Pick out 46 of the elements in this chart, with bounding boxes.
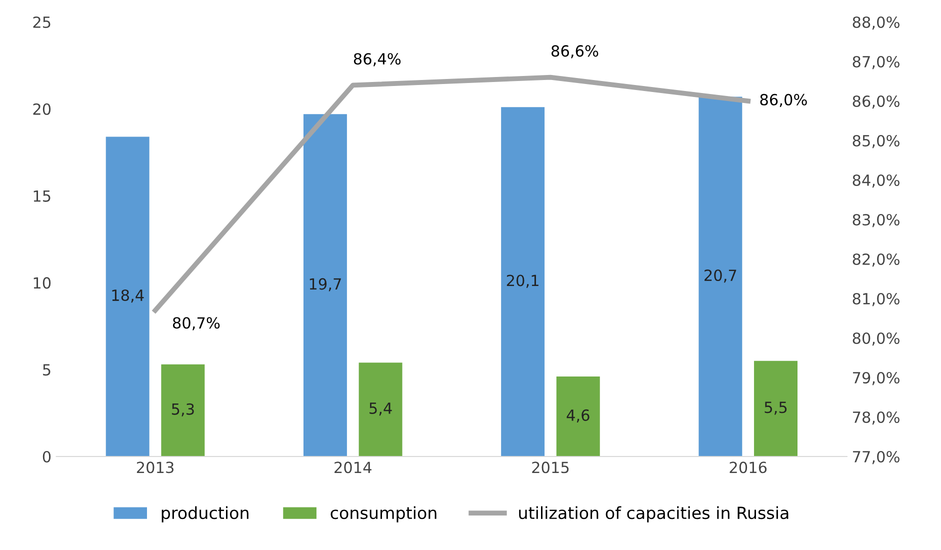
y-tick-label: 25: [33, 16, 50, 28]
data-label: 80,7%: [172, 317, 220, 330]
y-tick-label: 0: [42, 450, 51, 463]
data-label: 86,6%: [552, 45, 598, 58]
y2-tick-label: 84,0%: [852, 174, 900, 188]
y-tick-label: 15: [34, 190, 50, 202]
bar: [501, 107, 545, 456]
data-label: 86,4%: [354, 53, 401, 66]
y2-tick-label: 82,0%: [852, 253, 900, 267]
x-tick-label: 2015: [532, 462, 569, 474]
y2-tick-label: 79,0%: [853, 372, 900, 386]
y2-tick-label: 81,0%: [852, 292, 900, 306]
bar: [754, 360, 798, 456]
y-tick-label: 10: [34, 277, 51, 289]
data-label: 86,0%: [760, 94, 807, 107]
bar: [106, 136, 150, 456]
y2-tick-label: 83,0%: [852, 214, 900, 228]
y2-tick-label: 86,0%: [852, 95, 900, 109]
data-label: 5,5: [764, 402, 787, 415]
y2-tick-label: 85,0%: [852, 134, 900, 148]
y2-tick-label: 88,0%: [852, 16, 900, 30]
y-tick-label: 5: [43, 364, 50, 376]
x-tick-label: 2016: [730, 462, 767, 474]
bar: [161, 364, 205, 456]
bar: [698, 96, 742, 456]
bar: [303, 114, 347, 456]
data-label: 5,3: [172, 403, 194, 416]
y2-tick-label: 87,0%: [852, 56, 900, 70]
legend-label: utilization of capacities in Russia: [519, 506, 788, 522]
legend-label: production: [162, 506, 248, 522]
data-label: 18,4: [112, 289, 144, 303]
y2-tick-label: 78,0%: [853, 411, 900, 425]
data-label: 4,6: [566, 409, 590, 423]
data-label: 20,1: [506, 274, 538, 288]
x-tick-label: 2014: [334, 462, 372, 474]
line-series: [152, 74, 751, 313]
legend-label: consumption: [330, 506, 436, 522]
bar: [358, 362, 402, 456]
bar: [556, 376, 600, 456]
data-label: 20,7: [704, 269, 736, 283]
y2-tick-label: 77,0%: [853, 450, 900, 464]
y2-tick-label: 80,0%: [852, 332, 900, 346]
data-label: 5,4: [370, 402, 392, 416]
x-tick-label: 2013: [136, 462, 174, 474]
data-label: 19,7: [310, 278, 341, 292]
y-tick-label: 20: [33, 103, 51, 115]
